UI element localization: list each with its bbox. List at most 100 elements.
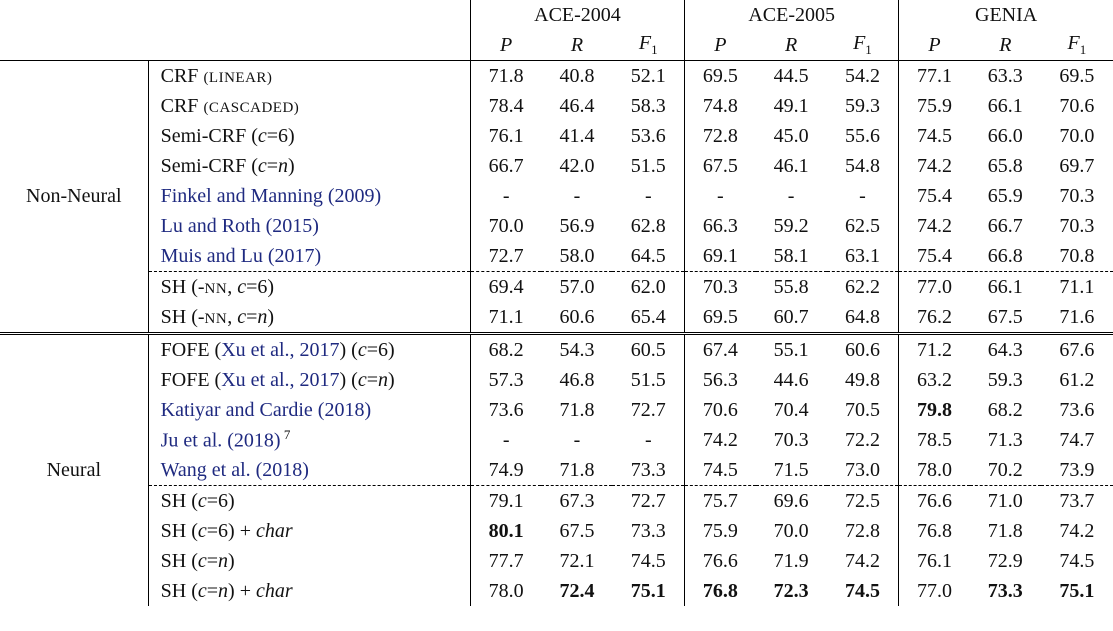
table-row: Lu and Roth (2015) 70.0 56.9 62.8 66.3 59.2 62… [0,211,1113,241]
name-part: ) ( [339,338,358,361]
metric-header: F1 [826,30,899,61]
score-cell: 71.9 [773,549,809,572]
score-cell: 64.8 [844,305,880,328]
table-row: Non-Neural CRF (LINEAR) 71.8 40.8 52.1 69.5 44… [0,60,1113,334]
metric-header: F1 [1040,30,1113,61]
score-cell: 45.0 [773,124,809,147]
table-row: CRF (CASCADED) 78.4 46.4 58.3 74.8 49.1 59.3 75… [0,91,1113,121]
name-part: 7 [280,427,291,443]
score-cell: 70.5 [844,398,880,421]
table-body: ACE-2004 ACE-2005 GENIA P R F1 P R F1 P R F1 Non-Neu… [0,0,1113,606]
score-cell: 75.1 [630,579,666,602]
name-part: Wang et al. (2018) [160,458,309,481]
model-name: Ju et al. (2018) 7 [148,425,471,455]
model-name: FOFE (Xu et al., 2017) (c=n) [148,365,471,395]
score-cell: 69.4 [469,271,542,302]
name-part: Ju et al. (2018) [160,429,281,452]
score-cell: 71.5 [773,458,809,481]
dataset-header: ACE-2005 [684,0,899,30]
name-part: = [246,305,258,328]
model-name: Lu and Roth (2015) [148,211,471,241]
score-cell: 67.5 [684,151,756,181]
score-cell: 74.2 [844,549,880,572]
score-cell: 73.0 [844,458,880,481]
score-cell: 74.9 [469,455,542,486]
metric-header: P [898,30,970,61]
dataset-header: GENIA [898,0,1113,30]
score-cell: 70.8 [1059,244,1095,267]
header-blank [0,30,471,61]
score-cell: 78.4 [469,91,542,121]
table-row: Ju et al. (2018) 7- - -74.2 70.3 72.2 78.5 71.… [0,425,1113,455]
name-part: Finkel and Manning (2009) [160,184,382,207]
score-cell: - [787,184,795,207]
model-name: SH (c=6) [148,485,471,516]
score-cell: 72.8 [684,121,756,151]
model-name: Finkel and Manning (2009) [148,181,471,211]
score-cell: 74.2 [1059,519,1095,542]
name-part: NN [204,280,228,297]
model-name: Semi-CRF (c=n) [148,151,471,181]
score-cell: 74.2 [898,151,970,181]
metric-header: R [969,30,1041,61]
score-cell: 75.7 [684,485,756,516]
score-cell: 76.1 [469,121,542,151]
table-row: FOFE (Xu et al., 2017) (c=n) 57.3 46.8 51.5… [0,365,1113,395]
score-cell: 62.2 [826,271,899,302]
score-cell: - [684,181,756,211]
name-part: , [227,275,238,298]
name-part: Semi-CRF ( [160,154,258,177]
table-row: SH (c=6) 79.1 67.3 72.7 75.7 69.6 72.5 76.6 71.0… [0,485,1113,516]
metric-header: P [469,30,542,61]
score-cell: 76.2 [898,302,970,334]
name-part: =6) + [206,519,256,542]
score-cell: 77.0 [898,271,970,302]
name-part: SH ( [160,549,198,572]
model-name: Katiyar and Cardie (2018) [148,395,471,425]
score-cell: 71.8 [559,398,595,421]
name-part: Muis and Lu (2017) [160,244,322,267]
name-part: n [218,549,229,572]
score-cell: 75.9 [684,516,756,546]
score-cell: 66.3 [684,211,756,241]
score-cell: 58.1 [773,244,809,267]
table-row: SH (c=6) + char 80.1 67.5 73.3 75.9 70.0 72.8 7… [0,516,1113,546]
score-cell: 55.8 [755,271,827,302]
name-part: c [237,275,247,298]
score-cell: - [644,184,652,207]
table-row: Semi-CRF (c=n) 66.7 42.0 51.5 67.5 46.1 54.8 74… [0,151,1113,181]
metric-subscript: 1 [865,42,872,57]
score-cell: 69.5 [684,60,756,91]
model-name: SH (-NN, c=6) [148,271,471,302]
name-part: ) + [228,579,256,602]
metric-header: P [684,30,756,61]
score-cell: 58.3 [630,94,666,117]
metric-name: F [1067,32,1080,54]
score-cell: 61.2 [1059,368,1095,391]
name-part: c [257,124,267,147]
name-part: = [266,154,279,177]
model-name: Wang et al. (2018) [148,455,471,486]
name-part: char [255,579,293,602]
score-cell: 69.5 [1059,64,1095,87]
score-cell: 66.8 [987,244,1023,267]
score-cell: 66.0 [987,124,1023,147]
score-cell: 63.1 [844,244,880,267]
score-cell: 74.8 [684,91,756,121]
name-part: c [197,579,207,602]
score-cell: 72.7 [469,241,542,272]
score-cell: 59.3 [844,94,880,117]
score-cell: 67.6 [1040,332,1113,365]
score-cell: 65.8 [987,154,1023,177]
name-part: c [237,305,247,328]
score-cell: 44.5 [773,64,809,87]
score-cell: 54.3 [541,332,613,365]
header-row: P R F1 P R F1 P R F1 [0,30,1113,61]
name-part: ) ( [339,368,358,391]
score-cell: 72.2 [844,428,880,451]
score-cell: 66.1 [987,94,1023,117]
model-name: Muis and Lu (2017) [148,241,471,272]
score-cell: 74.5 [844,579,880,602]
name-part: (CASCADED) [203,99,300,116]
